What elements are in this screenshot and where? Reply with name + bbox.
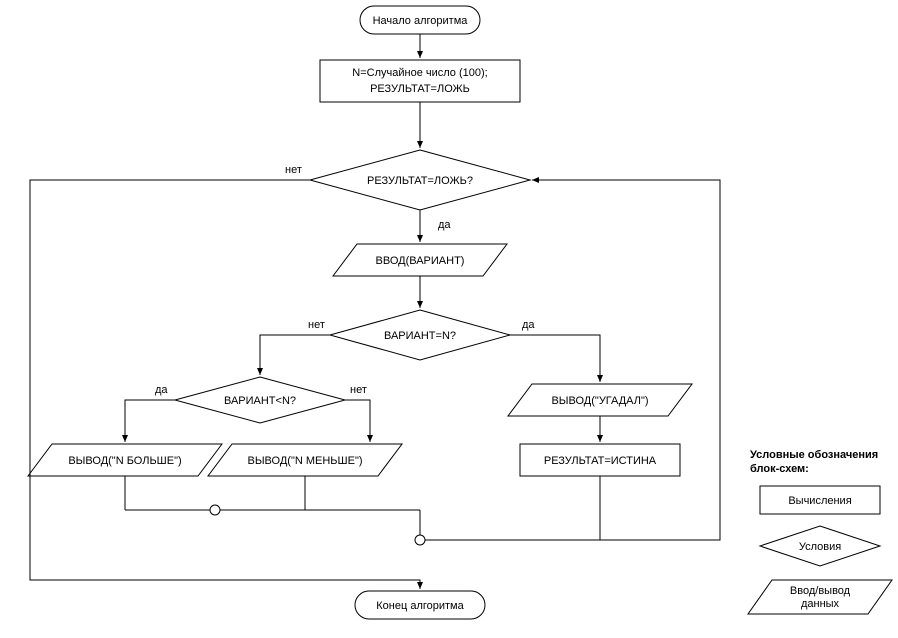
legend-decision-label: Условия xyxy=(799,541,841,553)
edge xyxy=(510,335,600,382)
node-end: Конец алгоритма xyxy=(355,591,485,619)
node-init-label2: РЕЗУЛЬТАТ=ЛОЖЬ xyxy=(370,83,470,95)
edge xyxy=(260,335,330,375)
node-out-more-label: ВЫВОД("N БОЛЬШЕ") xyxy=(68,455,181,467)
node-input: ВВОД(ВАРИАНТ) xyxy=(333,244,507,276)
node-set-true-label: РЕЗУЛЬТАТ=ИСТИНА xyxy=(544,455,657,467)
edge-label-yes-c3: да xyxy=(155,384,168,396)
junction-icon xyxy=(415,535,425,545)
flowchart-diagram: Начало алгоритма N=Случайное число (100)… xyxy=(0,0,898,638)
node-out-more: ВЫВОД("N БОЛЬШЕ") xyxy=(28,444,222,476)
node-out-guess: ВЫВОД("УГАДАЛ") xyxy=(508,384,692,416)
node-cond3: ВАРИАНТ<N? xyxy=(175,377,345,423)
node-end-label: Конец алгоритма xyxy=(376,600,464,612)
edge xyxy=(420,476,600,540)
legend-title-line1: Условные обозначения xyxy=(750,449,878,461)
edge xyxy=(345,400,370,416)
node-cond2-label: ВАРИАНТ=N? xyxy=(384,330,456,342)
edge-label-no-c1: нет xyxy=(285,164,302,176)
node-out-guess-label: ВЫВОД("УГАДАЛ") xyxy=(551,395,648,407)
node-cond3-label: ВАРИАНТ<N? xyxy=(224,395,296,407)
legend-io-label1: Ввод/вывод xyxy=(790,585,851,597)
node-start-label: Начало алгоритма xyxy=(373,15,469,27)
edge-label-no-c3: нет xyxy=(350,384,367,396)
node-start: Начало алгоритма xyxy=(360,6,480,34)
legend-title-line2: блок-схем: xyxy=(750,463,809,475)
node-input-label: ВВОД(ВАРИАНТ) xyxy=(376,255,465,267)
node-out-less-label: ВЫВОД("N МЕНЬШЕ") xyxy=(247,455,362,467)
node-cond1: РЕЗУЛЬТАТ=ЛОЖЬ? xyxy=(310,150,530,210)
node-cond1-label: РЕЗУЛЬТАТ=ЛОЖЬ? xyxy=(367,175,473,187)
legend-process-label: Вычисления xyxy=(788,495,851,507)
edge-label-yes-c1: да xyxy=(438,219,451,231)
node-set-true: РЕЗУЛЬТАТ=ИСТИНА xyxy=(520,444,680,476)
edge-label-yes-c2: да xyxy=(522,319,535,331)
edge xyxy=(425,180,720,540)
node-out-less: ВЫВОД("N МЕНЬШЕ") xyxy=(208,444,402,476)
edge xyxy=(125,400,175,442)
junction-icon xyxy=(210,505,220,515)
node-cond2: ВАРИАНТ=N? xyxy=(330,310,510,360)
edge-label-no-c2: нет xyxy=(308,319,325,331)
legend: Условные обозначения блок-схем: Вычислен… xyxy=(748,449,892,614)
legend-io-label2: данных xyxy=(801,598,840,610)
node-init-label1: N=Случайное число (100); xyxy=(352,67,487,79)
node-init: N=Случайное число (100); РЕЗУЛЬТАТ=ЛОЖЬ xyxy=(320,60,520,102)
